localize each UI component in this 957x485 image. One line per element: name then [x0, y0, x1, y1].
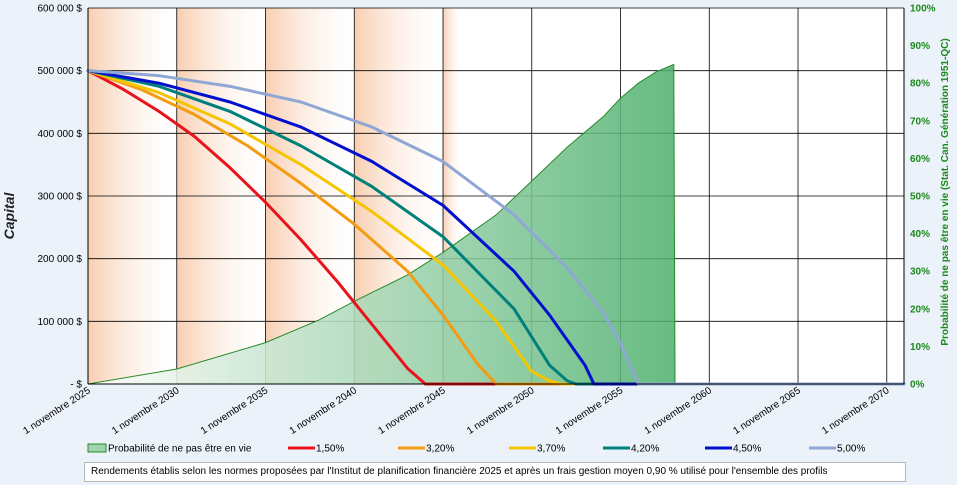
x-tick-label: 1 novembre 2050	[465, 385, 537, 437]
y-right-tick-label: 0%	[910, 380, 925, 391]
y-right-tick-label: 50%	[910, 192, 930, 203]
legend-label-series: 5,00%	[837, 444, 865, 455]
y-right-tick-label: 20%	[910, 304, 930, 315]
legend-label-series: 3,20%	[426, 444, 454, 455]
y-left-tick-label: 600 000 $	[38, 4, 83, 15]
y-right-tick-label: 90%	[910, 41, 930, 52]
y-right-tick-label: 10%	[910, 342, 930, 353]
y-left-axis-title: Capital	[1, 192, 17, 240]
legend-swatch-probability	[87, 443, 107, 453]
series-lines	[86, 69, 906, 386]
y-right-axis-title: Probabilité de ne pas être en vie (Stat.…	[940, 38, 951, 345]
legend-label-probability: Probabilité de ne pas être en vie	[108, 444, 252, 455]
legend-label-series: 4,50%	[733, 444, 761, 455]
x-tick-label: 1 novembre 2060	[643, 385, 715, 437]
x-tick-label: 1 novembre 2025	[21, 385, 93, 437]
x-tick-label: 1 novembre 2070	[820, 385, 892, 437]
y-left-tick-label: 400 000 $	[38, 129, 83, 140]
y-right-tick-label: 40%	[910, 229, 930, 240]
series-line-4-20pct	[86, 69, 906, 386]
legend-label-series: 4,20%	[631, 444, 659, 455]
series-line-3-70pct	[86, 69, 906, 386]
x-tick-label: 1 novembre 2035	[199, 385, 271, 437]
series-line-5-00pct	[86, 69, 906, 386]
x-tick-label: 1 novembre 2030	[110, 385, 182, 437]
x-tick-label: 1 novembre 2055	[554, 385, 626, 437]
y-right-tick-label: 80%	[910, 79, 930, 90]
probability-area	[87, 63, 676, 385]
footnote: Rendements établis selon les normes prop…	[84, 462, 906, 482]
area-probability	[87, 63, 676, 385]
y-left-tick-label: 200 000 $	[38, 254, 83, 265]
x-tick-label: 1 novembre 2040	[288, 385, 360, 437]
y-right-tick-label: 100%	[910, 4, 936, 15]
y-left-tick-label: - $	[70, 380, 82, 391]
y-left-tick-label: 500 000 $	[38, 66, 83, 77]
legend-label-series: 1,50%	[316, 444, 344, 455]
x-tick-label: 1 novembre 2065	[731, 385, 803, 437]
y-right-tick-label: 60%	[910, 154, 930, 165]
footnote-text: Rendements établis selon les normes prop…	[91, 466, 828, 477]
y-left-tick-label: 300 000 $	[38, 192, 83, 203]
y-left-tick-label: 100 000 $	[38, 317, 83, 328]
y-right-tick-label: 30%	[910, 267, 930, 278]
series-line-4-50pct	[86, 69, 906, 386]
y-right-tick-label: 70%	[910, 116, 930, 127]
legend-label-series: 3,70%	[537, 444, 565, 455]
legend: Probabilité de ne pas être en vie 1,50% 3,…	[87, 443, 865, 455]
x-tick-label: 1 novembre 2045	[376, 385, 448, 437]
series-line-3-20pct	[86, 69, 906, 386]
